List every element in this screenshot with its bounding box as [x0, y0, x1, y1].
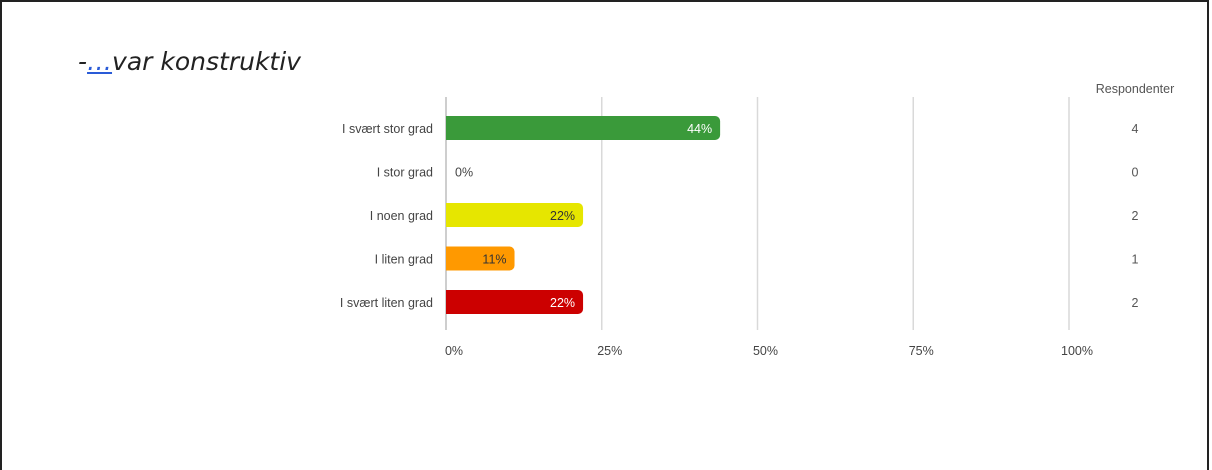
x-tick-label: 50%	[753, 344, 778, 358]
bar	[446, 290, 584, 314]
category-label: I svært liten grad	[340, 296, 433, 310]
category-label: I stor grad	[377, 166, 433, 180]
respondents-header: Respondenter	[1096, 82, 1175, 96]
title-text: var konstruktiv	[112, 47, 301, 76]
title-prefix: -	[78, 47, 88, 76]
respondent-count: 4	[1132, 122, 1139, 136]
bar	[446, 203, 584, 227]
bar-value-label: 22%	[550, 209, 575, 223]
respondent-count: 2	[1132, 209, 1139, 223]
slide-title: -…var konstruktiv	[78, 47, 301, 76]
bar	[446, 246, 515, 271]
category-label: I svært stor grad	[342, 122, 433, 136]
bar-value-label: 0%	[455, 166, 473, 180]
category-label: I noen grad	[370, 209, 433, 223]
respondent-count: 0	[1132, 166, 1139, 180]
x-tick-label: 25%	[597, 344, 622, 358]
respondent-count: 1	[1132, 253, 1139, 267]
category-label: I liten grad	[375, 253, 433, 267]
respondent-count: 2	[1132, 296, 1139, 310]
bar	[446, 116, 721, 140]
x-tick-label: 0%	[445, 344, 463, 358]
bar-left-edge	[446, 116, 452, 140]
bar-value-label: 11%	[482, 253, 506, 267]
title-ellipsis[interactable]: …	[87, 47, 113, 76]
bar-left-edge	[446, 203, 452, 227]
x-tick-label: 100%	[1061, 344, 1093, 358]
bar-left-edge	[446, 290, 452, 314]
x-tick-label: 75%	[909, 344, 934, 358]
bar-left-edge	[446, 246, 452, 271]
bar-value-label: 44%	[687, 122, 712, 136]
bar-value-label: 22%	[550, 296, 575, 310]
